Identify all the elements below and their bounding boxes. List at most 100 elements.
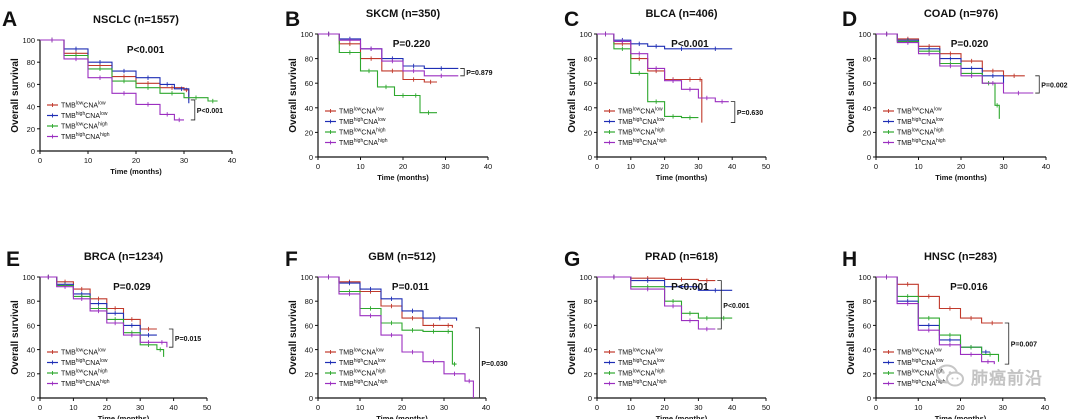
x-tick-label: 40 xyxy=(728,403,736,412)
p-bracket xyxy=(1035,75,1040,94)
p-value-main: P=0.220 xyxy=(393,39,431,50)
x-axis-label: Time (months) xyxy=(110,167,162,176)
y-tick-label: 80 xyxy=(863,55,871,64)
panel-letter: F xyxy=(285,248,298,271)
y-axis-label: Overall survival xyxy=(288,300,299,375)
legend-label: TMBlowCNAhigh xyxy=(618,128,665,137)
watermark: 肺癌前沿 xyxy=(935,356,1075,396)
x-tick-label: 30 xyxy=(999,403,1007,412)
x-tick-label: 0 xyxy=(874,162,878,171)
x-tick-label: 10 xyxy=(84,156,92,165)
x-tick-label: 20 xyxy=(399,162,407,171)
x-tick-label: 30 xyxy=(180,156,188,165)
y-tick-label: 100 xyxy=(858,273,871,282)
x-tick-label: 20 xyxy=(132,156,140,165)
panel-title: BLCA (n=406) xyxy=(645,8,717,20)
x-tick-label: 40 xyxy=(482,403,490,412)
wechat-logo-icon xyxy=(936,364,964,387)
y-tick-label: 100 xyxy=(300,30,313,39)
legend-label: TMBhighCNAlow xyxy=(339,117,386,126)
legend-label: TMBlowCNAlow xyxy=(339,107,384,116)
panel-title: SKCM (n=350) xyxy=(366,8,441,20)
p-value-bracket: P=0.630 xyxy=(737,110,763,117)
legend-label: TMBhighCNAlow xyxy=(339,358,386,367)
panel-letter: A xyxy=(2,8,17,31)
survival-curve-tmblowcnahigh xyxy=(318,33,437,114)
legend-label: TMBhighCNAlow xyxy=(618,358,665,367)
y-tick-label: 100 xyxy=(579,30,592,39)
panel-d: D COAD (n=976) 0 20 40 60 80 100 0 10 20 30 40 Time (… xyxy=(842,8,1068,182)
x-tick-label: 10 xyxy=(914,162,922,171)
x-tick-label: 0 xyxy=(595,403,599,412)
panel-e: E BRCA (n=1234) 0 20 40 60 80 100 0 10 20 30 40 50 Tim… xyxy=(6,248,211,419)
panel-letter: H xyxy=(842,248,857,271)
survival-curve-tmblowcnalow xyxy=(318,276,453,328)
x-tick-label: 30 xyxy=(999,162,1007,171)
p-bracket xyxy=(475,327,480,399)
y-tick-label: 80 xyxy=(584,297,592,306)
x-tick-label: 10 xyxy=(914,403,922,412)
legend-label: TMBhighCNAlow xyxy=(61,358,108,367)
panel-letter: C xyxy=(564,8,579,31)
censor-marks xyxy=(886,31,1019,96)
panel-a: A NSCLC (n=1557) 0 20 40 60 80 100 0 10 20 30 40 Time… xyxy=(2,8,236,176)
y-tick-label: 60 xyxy=(584,79,592,88)
p-value-bracket: P=0.030 xyxy=(481,361,507,368)
p-value-bracket: P=0.002 xyxy=(1041,82,1067,89)
x-axis-label: Time (months) xyxy=(98,414,150,419)
legend-label: TMBlowCNAlow xyxy=(897,107,942,116)
x-tick-label: 40 xyxy=(728,162,736,171)
y-tick-label: 60 xyxy=(584,321,592,330)
legend-label: TMBlowCNAhigh xyxy=(339,128,386,137)
panel-h: H HNSC (n=283) 0 20 40 60 80 100 0 10 20 30 40 Time (… xyxy=(842,248,1049,419)
panel-b: B SKCM (n=350) 0 20 40 60 80 100 0 10 20 30 40 Time (… xyxy=(285,8,493,182)
p-bracket xyxy=(168,328,174,348)
y-tick-label: 0 xyxy=(309,394,313,403)
censor-marks xyxy=(328,274,470,384)
panel-title: HNSC (n=283) xyxy=(924,251,997,263)
censor-marks xyxy=(328,31,432,85)
x-tick-label: 30 xyxy=(694,162,702,171)
y-tick-label: 100 xyxy=(300,273,313,282)
y-tick-label: 60 xyxy=(305,79,313,88)
legend-label: TMBlowCNAlow xyxy=(618,348,663,357)
y-tick-label: 0 xyxy=(31,147,35,156)
x-tick-label: 50 xyxy=(203,403,211,412)
y-tick-label: 40 xyxy=(305,104,313,113)
legend-label: TMBhighCNAhigh xyxy=(339,138,388,147)
y-tick-label: 0 xyxy=(588,153,592,162)
y-tick-label: 40 xyxy=(863,346,871,355)
watermark-text: 肺癌前沿 xyxy=(971,368,1043,389)
panel-f: F GBM (n=512) 0 20 40 60 80 100 0 10 20 30 40 Time (m… xyxy=(285,248,508,419)
p-bracket xyxy=(717,280,722,330)
y-tick-label: 0 xyxy=(31,394,35,403)
survival-curve-tmblowcnahigh xyxy=(318,276,457,365)
y-tick-label: 40 xyxy=(584,104,592,113)
legend-label: TMBlowCNAlow xyxy=(61,348,106,357)
censor-marks xyxy=(328,31,442,79)
legend-label: TMBlowCNAlow xyxy=(61,101,106,110)
x-tick-label: 20 xyxy=(103,403,111,412)
legend-label: TMBhighCNAhigh xyxy=(61,132,110,141)
legend-label: TMBhighCNAhigh xyxy=(897,379,946,388)
panel-title: COAD (n=976) xyxy=(924,8,999,20)
y-tick-label: 100 xyxy=(579,273,592,282)
x-tick-label: 20 xyxy=(957,162,965,171)
legend-label: TMBlowCNAlow xyxy=(897,348,942,357)
legend-label: TMBlowCNAhigh xyxy=(897,128,944,137)
x-tick-label: 20 xyxy=(398,403,406,412)
y-axis-label: Overall survival xyxy=(10,300,21,375)
y-tick-label: 60 xyxy=(27,80,35,89)
censor-marks xyxy=(613,274,708,332)
legend-label: TMBlowCNAhigh xyxy=(339,369,386,378)
x-tick-label: 40 xyxy=(1042,162,1050,171)
x-tick-label: 30 xyxy=(441,162,449,171)
legend-label: TMBlowCNAhigh xyxy=(897,369,944,378)
y-tick-label: 60 xyxy=(863,321,871,330)
y-axis-label: Overall survival xyxy=(288,58,299,133)
